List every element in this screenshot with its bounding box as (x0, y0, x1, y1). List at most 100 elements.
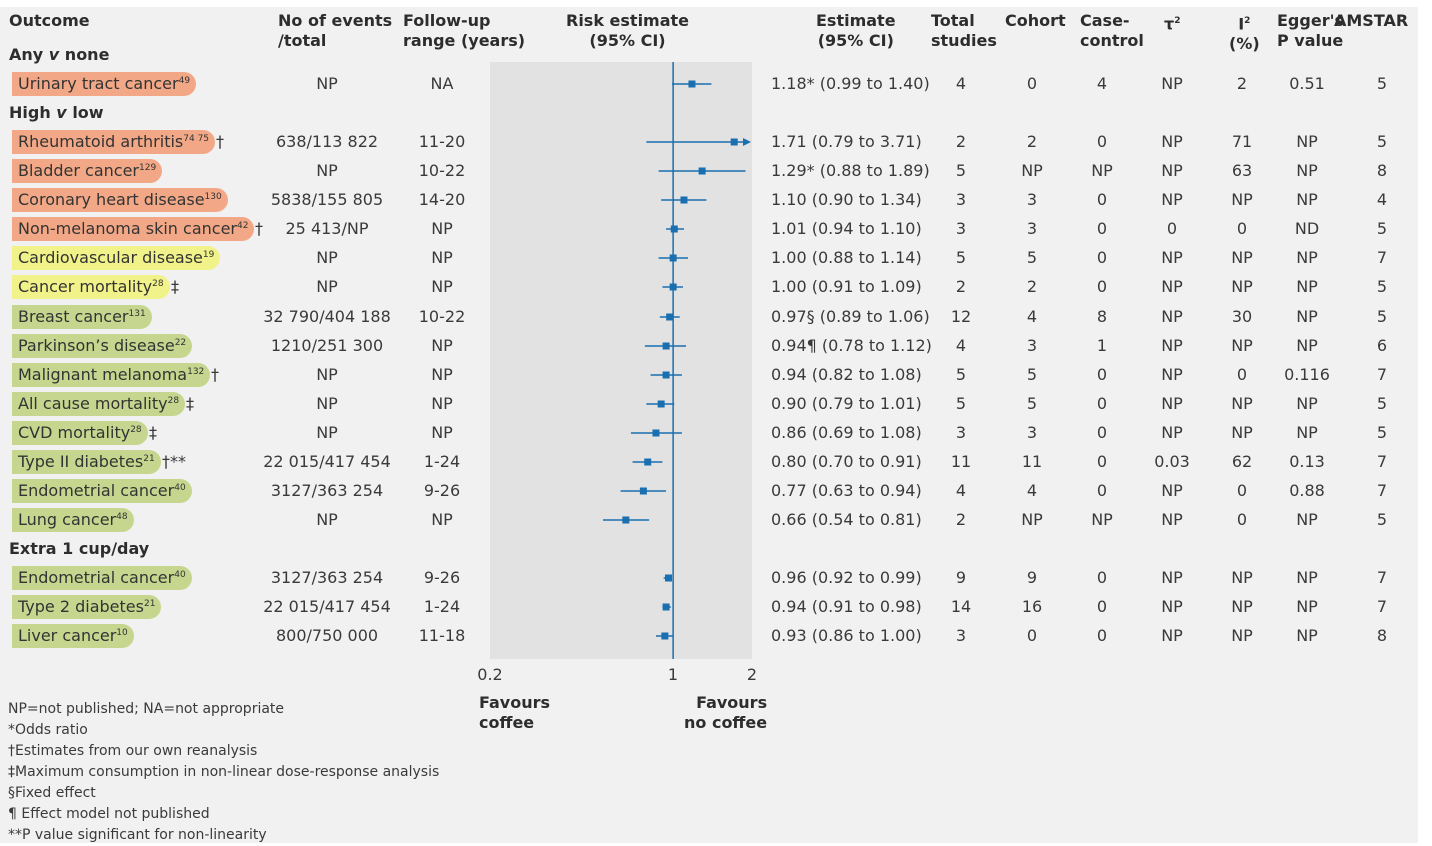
footnote-mark: †** (162, 452, 186, 471)
cell-tau2: NP (1161, 190, 1183, 209)
forest-row (662, 603, 671, 611)
footnote-mark: † (211, 365, 219, 384)
cell-tau2: NP (1161, 394, 1183, 413)
point-estimate (666, 313, 674, 321)
cell-followup: 1-24 (423, 452, 461, 471)
point-estimate (680, 196, 688, 204)
cell-cohort: NP (1021, 161, 1043, 180)
cell-casecontrol: 8 (1096, 307, 1108, 326)
cell-tau2: NP (1161, 132, 1183, 151)
cell-casecontrol: 0 (1096, 597, 1108, 616)
cell-casecontrol: 0 (1096, 365, 1108, 384)
reference-number: 130 (204, 192, 222, 202)
cell-i2: 71 (1231, 132, 1253, 151)
cell-casecontrol: 0 (1096, 219, 1108, 238)
cell-cohort: 2 (1026, 277, 1038, 296)
outcome-label: Breast cancer131 (12, 305, 152, 329)
cell-amstar: 7 (1376, 597, 1388, 616)
footnote-line: ¶ Effect model not published (8, 806, 210, 822)
cell-cohort: 3 (1026, 219, 1038, 238)
cell-amstar: 5 (1376, 510, 1388, 529)
cell-followup: 14-20 (418, 190, 466, 209)
cell-cohort: 3 (1026, 423, 1038, 442)
cell-events: NP (316, 248, 338, 267)
forest-row (658, 167, 746, 175)
cell-estimate: 0.96 (0.92 to 0.99) (771, 568, 922, 587)
outcome-name: Coronary heart disease (18, 190, 205, 209)
header-i2: I2 (%) (1229, 14, 1260, 54)
cell-casecontrol: 1 (1096, 336, 1108, 355)
cell-estimate: 0.94 (0.91 to 0.98) (771, 597, 922, 616)
point-estimate (664, 574, 672, 582)
cell-amstar: 7 (1376, 481, 1388, 500)
cell-events: 3127/363 254 (270, 481, 384, 500)
cell-events: NP (316, 74, 338, 93)
outcome-name: All cause mortality (18, 394, 168, 413)
cell-amstar: 7 (1376, 365, 1388, 384)
cell-amstar: 4 (1376, 190, 1388, 209)
cell-tau2: NP (1161, 597, 1183, 616)
cell-cohort: 5 (1026, 394, 1038, 413)
header-cohort: Cohort (1005, 11, 1066, 30)
ci-arrow (743, 138, 751, 146)
cell-cohort: 4 (1026, 481, 1038, 500)
cell-amstar: 5 (1376, 394, 1388, 413)
cell-amstar: 8 (1376, 161, 1388, 180)
favours-coffee-label: Favours coffee (479, 693, 551, 732)
forest-row (620, 487, 667, 495)
cell-total: 11 (950, 452, 972, 471)
cell-i2: NP (1231, 277, 1253, 296)
cell-casecontrol: 0 (1096, 248, 1108, 267)
cell-followup: 10-22 (418, 161, 466, 180)
cell-cohort: 3 (1026, 190, 1038, 209)
cell-egger: NP (1296, 597, 1318, 616)
cell-casecontrol: 0 (1096, 452, 1108, 471)
outcome-name: Liver cancer (18, 626, 117, 645)
reference-number: 28 (130, 425, 142, 435)
cell-egger: NP (1296, 161, 1318, 180)
header-tau2: τ2 (1164, 14, 1181, 34)
cell-followup: NA (430, 74, 454, 93)
cell-i2: NP (1231, 190, 1253, 209)
cell-amstar: 7 (1376, 568, 1388, 587)
header-egger: Egger's P value (1277, 11, 1344, 50)
outcome-name: Endometrial cancer (18, 481, 175, 500)
cell-events: 22 015/417 454 (263, 597, 391, 616)
cell-estimate: 1.10 (0.90 to 1.34) (771, 190, 922, 209)
reference-number: 40 (174, 483, 186, 493)
cell-amstar: 5 (1376, 307, 1388, 326)
outcome-label: Liver cancer10 (12, 624, 134, 648)
cell-followup: 11-20 (418, 132, 466, 151)
footnote-line: **P value significant for non-linearity (8, 827, 267, 843)
cell-estimate: 0.66 (0.54 to 0.81) (771, 510, 922, 529)
cell-total: 5 (955, 365, 967, 384)
axis-tick-label: 1 (667, 665, 679, 684)
cell-tau2: NP (1161, 248, 1183, 267)
cell-i2: NP (1231, 248, 1253, 267)
cell-amstar: 5 (1376, 132, 1388, 151)
point-estimate (698, 167, 706, 175)
cell-cohort: 16 (1021, 597, 1043, 616)
cell-egger: NP (1296, 423, 1318, 442)
outcome-name: Rheumatoid arthritis (18, 132, 184, 151)
cell-egger: NP (1296, 394, 1318, 413)
reference-number: 28 (167, 396, 180, 406)
cell-amstar: 5 (1376, 277, 1388, 296)
reference-number: 21 (143, 454, 155, 464)
cell-amstar: 7 (1376, 452, 1388, 471)
forest-row (655, 632, 674, 640)
cell-cohort: 11 (1021, 452, 1043, 471)
header-risk-estimate: Risk estimate (95% CI) (566, 11, 690, 50)
cell-casecontrol: NP (1091, 510, 1113, 529)
cell-total: 2 (955, 132, 967, 151)
cell-followup: NP (431, 336, 453, 355)
outcome-name: Non-melanoma skin cancer (18, 219, 237, 238)
cell-tau2: 0 (1166, 219, 1178, 238)
outcome-label: All cause mortality28 (12, 392, 186, 416)
cell-total: 5 (955, 394, 967, 413)
cell-egger: NP (1296, 277, 1318, 296)
cell-i2: NP (1231, 568, 1253, 587)
cell-events: NP (316, 394, 338, 413)
cell-casecontrol: NP (1091, 161, 1113, 180)
reference-number: 132 (187, 367, 205, 377)
